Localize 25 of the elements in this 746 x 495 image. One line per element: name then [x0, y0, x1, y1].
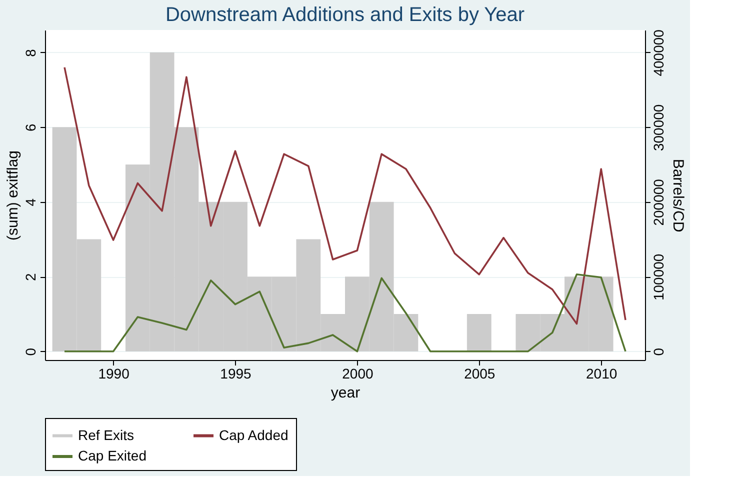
bar	[466, 314, 492, 352]
line-series	[64, 66, 626, 325]
y-tick-label: 2	[22, 273, 38, 282]
legend-label: Cap Added	[219, 426, 288, 443]
y2-tick-label: 300000	[650, 104, 666, 152]
x-tick-label: 2010	[586, 366, 618, 382]
y2-tick-label: 100000	[650, 254, 666, 301]
x-tick-label: 1990	[98, 366, 130, 382]
y-tick-label: 8	[22, 48, 38, 57]
y2-tick-label: 0	[650, 348, 666, 356]
x-tick-label: 2005	[464, 366, 496, 382]
y2-axis-title: Barrels/CD	[670, 158, 686, 232]
y-tick-label: 4	[22, 198, 38, 206]
y2-tick-label: 200000	[650, 178, 666, 226]
y2-tick-label: 400000	[650, 29, 666, 76]
x-axis-title: year	[330, 384, 360, 402]
legend-label: Ref Exits	[78, 426, 134, 443]
x-tick-label: 2000	[342, 366, 374, 382]
x-tick-label: 1995	[220, 366, 252, 382]
y-tick-label: 6	[22, 124, 38, 132]
chart-title: Downstream Additions and Exits by Year	[165, 4, 525, 26]
y-axis-title: (sum) exitflag	[4, 150, 22, 241]
legend-label: Cap Exited	[78, 448, 146, 464]
y-tick-label: 0	[22, 348, 38, 356]
line-series	[64, 274, 626, 352]
